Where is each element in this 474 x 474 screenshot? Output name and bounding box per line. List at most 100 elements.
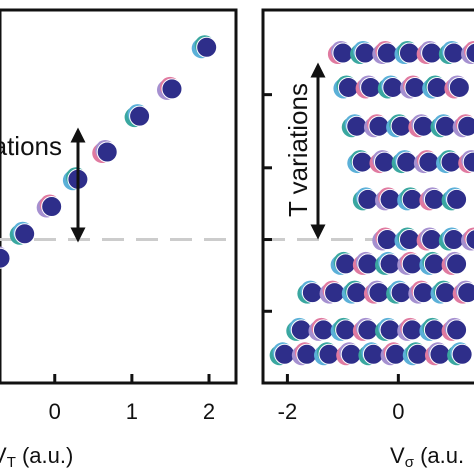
data-point bbox=[347, 150, 373, 174]
point bbox=[423, 188, 445, 210]
data-point bbox=[375, 251, 401, 275]
x-tick-label: 1 bbox=[126, 399, 138, 424]
point bbox=[354, 42, 376, 64]
point bbox=[465, 229, 474, 250]
point bbox=[357, 188, 379, 210]
data-point bbox=[391, 150, 418, 174]
x-label-rest: (a.u. bbox=[414, 443, 464, 468]
point bbox=[457, 282, 474, 304]
data-point bbox=[397, 187, 423, 211]
data-point bbox=[438, 41, 465, 65]
data-point bbox=[372, 227, 398, 251]
data-point bbox=[430, 114, 456, 138]
data-point bbox=[9, 221, 36, 245]
data-point bbox=[36, 194, 63, 218]
point bbox=[462, 151, 474, 173]
data-point bbox=[372, 41, 398, 65]
data-point bbox=[386, 114, 412, 138]
point bbox=[379, 319, 401, 341]
data-point bbox=[0, 246, 11, 269]
point bbox=[196, 36, 218, 58]
point bbox=[368, 282, 390, 304]
x-axis-label: Vσ (a.u. bbox=[390, 443, 464, 471]
data-point bbox=[297, 280, 323, 304]
point bbox=[129, 105, 151, 127]
x-tick-label: 2 bbox=[203, 399, 215, 424]
point bbox=[382, 76, 404, 98]
point bbox=[465, 42, 474, 64]
point bbox=[360, 76, 382, 98]
data-point bbox=[424, 342, 451, 366]
data-point bbox=[330, 317, 357, 341]
point bbox=[379, 188, 401, 210]
data-point bbox=[452, 280, 474, 304]
x-label-main: V bbox=[0, 443, 7, 468]
point bbox=[446, 319, 468, 341]
point bbox=[373, 151, 395, 173]
point bbox=[346, 282, 368, 304]
data-point bbox=[333, 75, 359, 99]
data-point bbox=[380, 342, 407, 366]
data-point bbox=[377, 75, 404, 99]
data-point bbox=[461, 41, 474, 65]
point bbox=[423, 319, 445, 341]
data-point bbox=[286, 317, 312, 341]
point bbox=[398, 42, 420, 64]
data-point bbox=[291, 342, 318, 366]
point bbox=[412, 115, 434, 137]
point bbox=[434, 282, 456, 304]
point bbox=[337, 76, 359, 98]
data-point bbox=[441, 251, 468, 275]
data-point bbox=[416, 41, 443, 65]
data-point bbox=[327, 41, 354, 65]
point bbox=[41, 196, 63, 218]
data-point bbox=[341, 114, 368, 138]
point bbox=[440, 151, 462, 173]
data-point bbox=[363, 280, 390, 304]
point bbox=[401, 188, 423, 210]
point bbox=[290, 319, 312, 341]
axes-frame bbox=[0, 8, 238, 385]
x-tick-label: -2 bbox=[278, 399, 298, 424]
data-point bbox=[156, 76, 183, 100]
point bbox=[401, 253, 423, 275]
point bbox=[443, 229, 465, 251]
x-label-main: V bbox=[390, 443, 405, 468]
point bbox=[385, 343, 407, 365]
data-point bbox=[458, 150, 474, 174]
point bbox=[448, 76, 470, 98]
point bbox=[407, 343, 429, 365]
x-label-sub: T bbox=[7, 454, 16, 471]
x-tick-label: 0 bbox=[49, 399, 61, 424]
data-point bbox=[452, 114, 474, 138]
data-point bbox=[62, 167, 89, 191]
data-point bbox=[419, 317, 445, 341]
data-point bbox=[397, 251, 423, 275]
data-point bbox=[444, 75, 470, 99]
data-point bbox=[375, 317, 401, 341]
point bbox=[357, 319, 379, 341]
data-point bbox=[461, 227, 474, 251]
point bbox=[362, 343, 384, 365]
point bbox=[390, 115, 412, 137]
data-point bbox=[330, 251, 357, 275]
data-point bbox=[352, 187, 379, 211]
data-point bbox=[363, 114, 390, 138]
point bbox=[335, 319, 357, 341]
point bbox=[412, 282, 434, 304]
data-point bbox=[447, 342, 473, 366]
data-point bbox=[441, 317, 468, 341]
point bbox=[332, 42, 354, 64]
data-point bbox=[408, 280, 434, 304]
data-point bbox=[314, 342, 340, 366]
data-point bbox=[422, 75, 448, 99]
point bbox=[398, 229, 420, 251]
data-point bbox=[355, 75, 382, 99]
point bbox=[451, 343, 473, 365]
point bbox=[161, 78, 183, 100]
point bbox=[423, 253, 445, 275]
x-label-sub: σ bbox=[405, 454, 415, 471]
point bbox=[274, 343, 296, 365]
data-point bbox=[92, 140, 118, 164]
